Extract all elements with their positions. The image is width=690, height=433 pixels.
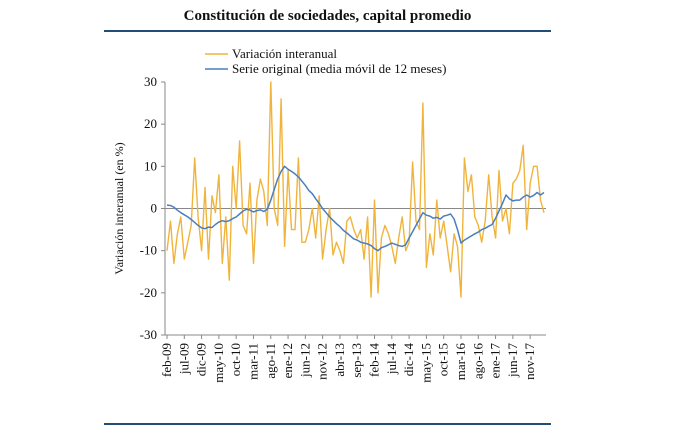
y-tick-label: -30 [140, 327, 157, 342]
x-tick-label: mar-16 [453, 343, 468, 381]
plot-area [166, 81, 545, 298]
y-tick-label: -10 [140, 243, 157, 258]
x-tick-label: feb-09 [159, 343, 174, 377]
x-tick-label: jun-17 [505, 343, 520, 378]
x-tick-label: nov-12 [315, 343, 330, 380]
x-tick-label: sep-13 [349, 343, 364, 378]
x-tick-label: dic-09 [194, 343, 209, 376]
title-rule [104, 30, 551, 32]
x-tick-label: ago-16 [470, 343, 485, 380]
x-tick-label: jun-12 [297, 343, 312, 378]
y-tick-label: -20 [140, 285, 157, 300]
x-tick-label: feb-14 [367, 343, 382, 377]
x-tick-label: nov-17 [522, 343, 537, 380]
x-tick-label: ene-17 [488, 343, 503, 379]
x-tick-label: jul-09 [176, 343, 191, 375]
x-tick-label: ene-12 [280, 343, 295, 378]
bottom-rule [104, 423, 551, 425]
chart-axes: 30 20 10 0 -10 -20 -30 Variación interanual (en… [112, 74, 546, 383]
y-tick-label: 20 [144, 116, 157, 131]
chart-title: Constitución de sociedades, capital prom… [183, 8, 472, 24]
x-tick-label: ago-11 [263, 343, 278, 379]
x-tick-label: dic-14 [401, 343, 416, 377]
x-tick-label: abr-13 [332, 343, 347, 377]
series-line-serie-original [166, 165, 545, 252]
y-axis-title: Variación interanual (en %) [112, 142, 126, 274]
y-tick-label: 10 [144, 158, 157, 173]
legend-label: Serie original (media móvil de 12 meses) [232, 61, 446, 76]
x-tick-label: oct-15 [436, 343, 451, 376]
y-tick-label: 30 [144, 74, 157, 89]
x-tick-label: mar-11 [245, 343, 260, 380]
x-tick-label: may-10 [211, 343, 226, 383]
y-tick-label: 0 [151, 201, 158, 216]
x-tick-label: oct-10 [228, 343, 243, 376]
legend-label: Variación interanual [232, 46, 337, 61]
x-tick-label: jul-14 [384, 343, 399, 376]
x-tick-label: may-15 [418, 343, 433, 383]
series-line-variacion-interanual [166, 81, 545, 298]
